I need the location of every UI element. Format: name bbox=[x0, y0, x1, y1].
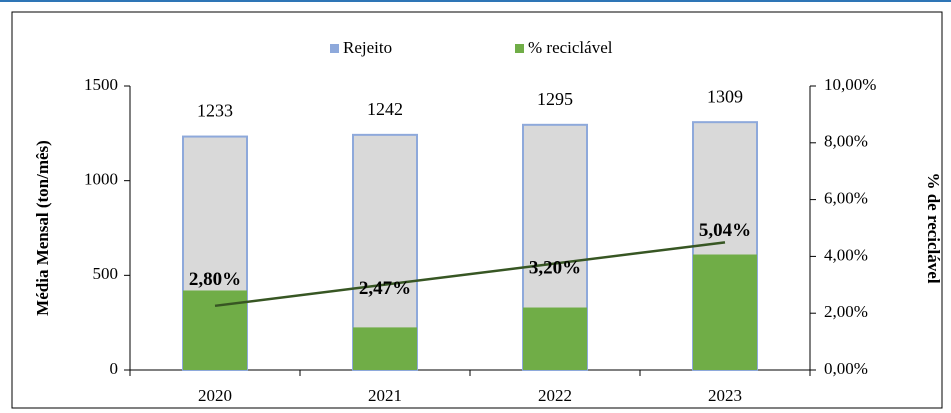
legend-label: Rejeito bbox=[343, 38, 392, 57]
data-label: 1242 bbox=[367, 99, 403, 119]
x-tick-label: 2021 bbox=[368, 386, 402, 405]
legend-swatch bbox=[330, 44, 339, 53]
y2-tick-label: 6,00% bbox=[824, 189, 868, 208]
x-tick-label: 2022 bbox=[538, 386, 572, 405]
y-tick-label: 1000 bbox=[84, 170, 118, 189]
y2-tick-label: 0,00% bbox=[824, 359, 868, 378]
bar bbox=[523, 307, 587, 370]
legend-label: % reciclável bbox=[528, 38, 613, 57]
y2-tick-label: 10,00% bbox=[824, 75, 876, 94]
x-tick-label: 2020 bbox=[198, 386, 232, 405]
data-label: 2,80% bbox=[189, 269, 241, 290]
data-label: 1295 bbox=[537, 89, 573, 109]
frame bbox=[11, 11, 943, 409]
data-label: 5,04% bbox=[699, 220, 751, 241]
y2-tick-label: 8,00% bbox=[824, 132, 868, 151]
data-label: 1233 bbox=[197, 101, 233, 121]
bar bbox=[693, 254, 757, 370]
y-axis-title: Média Mensal (ton/mês) bbox=[33, 140, 52, 316]
y2-tick-label: 4,00% bbox=[824, 245, 868, 264]
trendline bbox=[214, 241, 726, 308]
data-label: 1309 bbox=[707, 86, 743, 106]
data-label: 2,47% bbox=[359, 278, 411, 299]
data-label: 3,20% bbox=[529, 257, 581, 278]
y-tick-label: 0 bbox=[110, 359, 119, 378]
y2-axis-title: % de reciclável bbox=[924, 172, 943, 283]
y-tick-label: 1500 bbox=[84, 75, 118, 94]
y-tick-label: 500 bbox=[93, 264, 119, 283]
legend-swatch bbox=[515, 44, 524, 53]
bar bbox=[353, 327, 417, 370]
x-tick-label: 2023 bbox=[708, 386, 742, 405]
y2-tick-label: 2,00% bbox=[824, 302, 868, 321]
